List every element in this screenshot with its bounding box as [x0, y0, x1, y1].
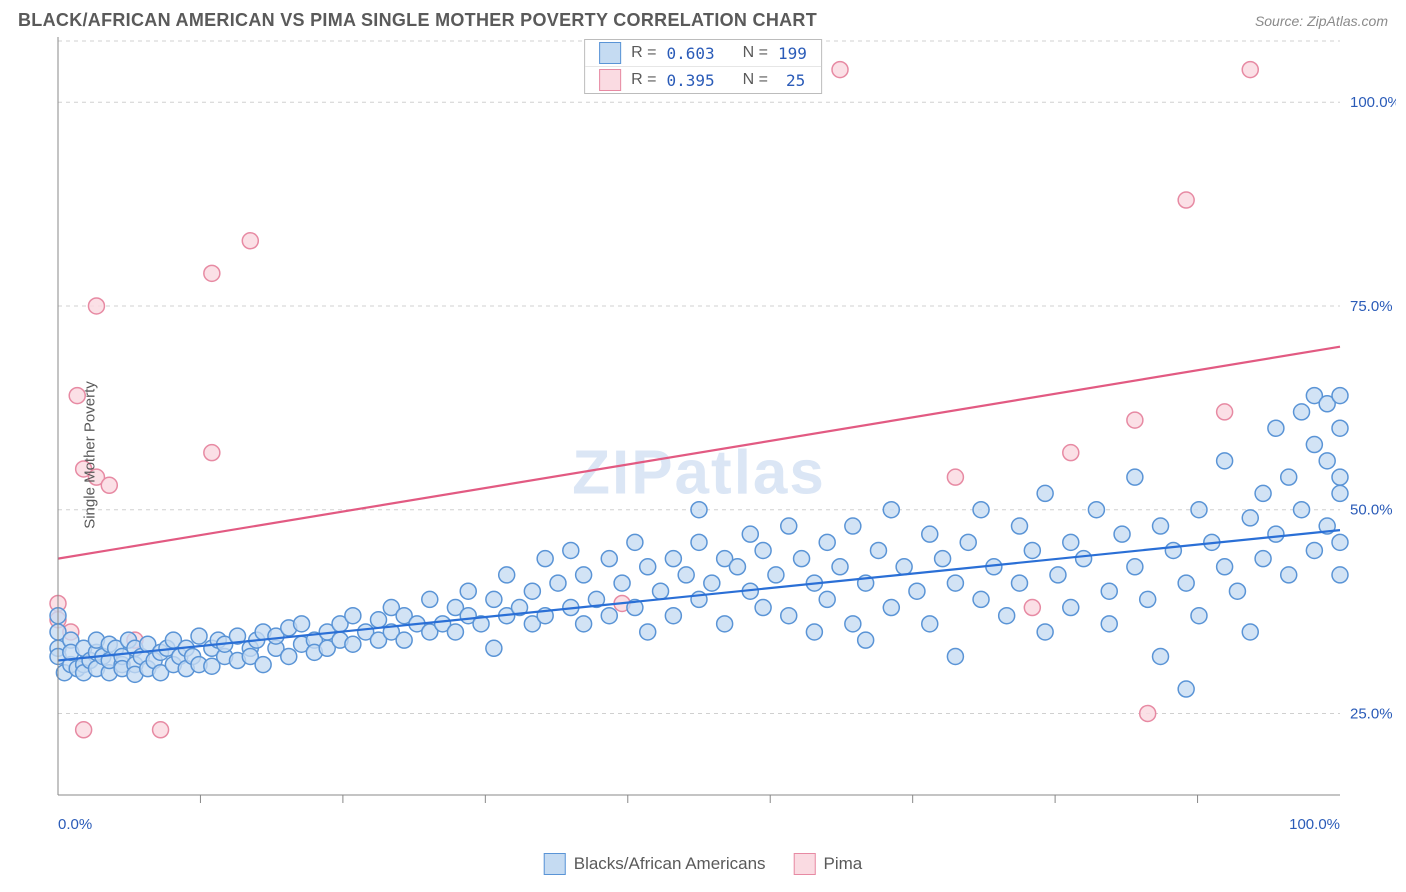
svg-text:75.0%: 75.0%	[1350, 298, 1393, 315]
scatter-chart: ZIPatlas 25.0% 50.0% 75.0% 100.0% 0.0% 100.0%	[10, 35, 1396, 839]
legend-item-blue: Blacks/African Americans	[544, 853, 766, 875]
legend-swatch-blue	[599, 42, 621, 64]
legend-row-blue: R = 0.603 N = 199	[585, 40, 821, 66]
legend-swatch-pink-bottom	[794, 853, 816, 875]
chart-title: BLACK/AFRICAN AMERICAN VS PIMA SINGLE MO…	[18, 10, 817, 31]
legend-swatch-blue-bottom	[544, 853, 566, 875]
svg-text:ZIPatlas: ZIPatlas	[572, 438, 826, 507]
svg-text:0.0%: 0.0%	[58, 816, 92, 833]
legend-item-pink: Pima	[794, 853, 863, 875]
svg-text:25.0%: 25.0%	[1350, 705, 1393, 722]
legend-row-pink: R = 0.395 N = 25	[585, 66, 821, 93]
svg-text:100.0%: 100.0%	[1289, 816, 1340, 833]
svg-text:50.0%: 50.0%	[1350, 502, 1393, 519]
svg-text:100.0%: 100.0%	[1350, 94, 1396, 111]
series-legend: Blacks/African Americans Pima	[544, 853, 863, 875]
y-axis-label: Single Mother Poverty	[81, 381, 98, 529]
chart-container: Single Mother Poverty ZIPatlas 25.0% 50.0%…	[10, 35, 1396, 875]
legend-swatch-pink	[599, 69, 621, 91]
correlation-legend: R = 0.603 N = 199 R = 0.395 N = 25	[584, 39, 822, 94]
source-credit: Source: ZipAtlas.com	[1255, 13, 1388, 29]
